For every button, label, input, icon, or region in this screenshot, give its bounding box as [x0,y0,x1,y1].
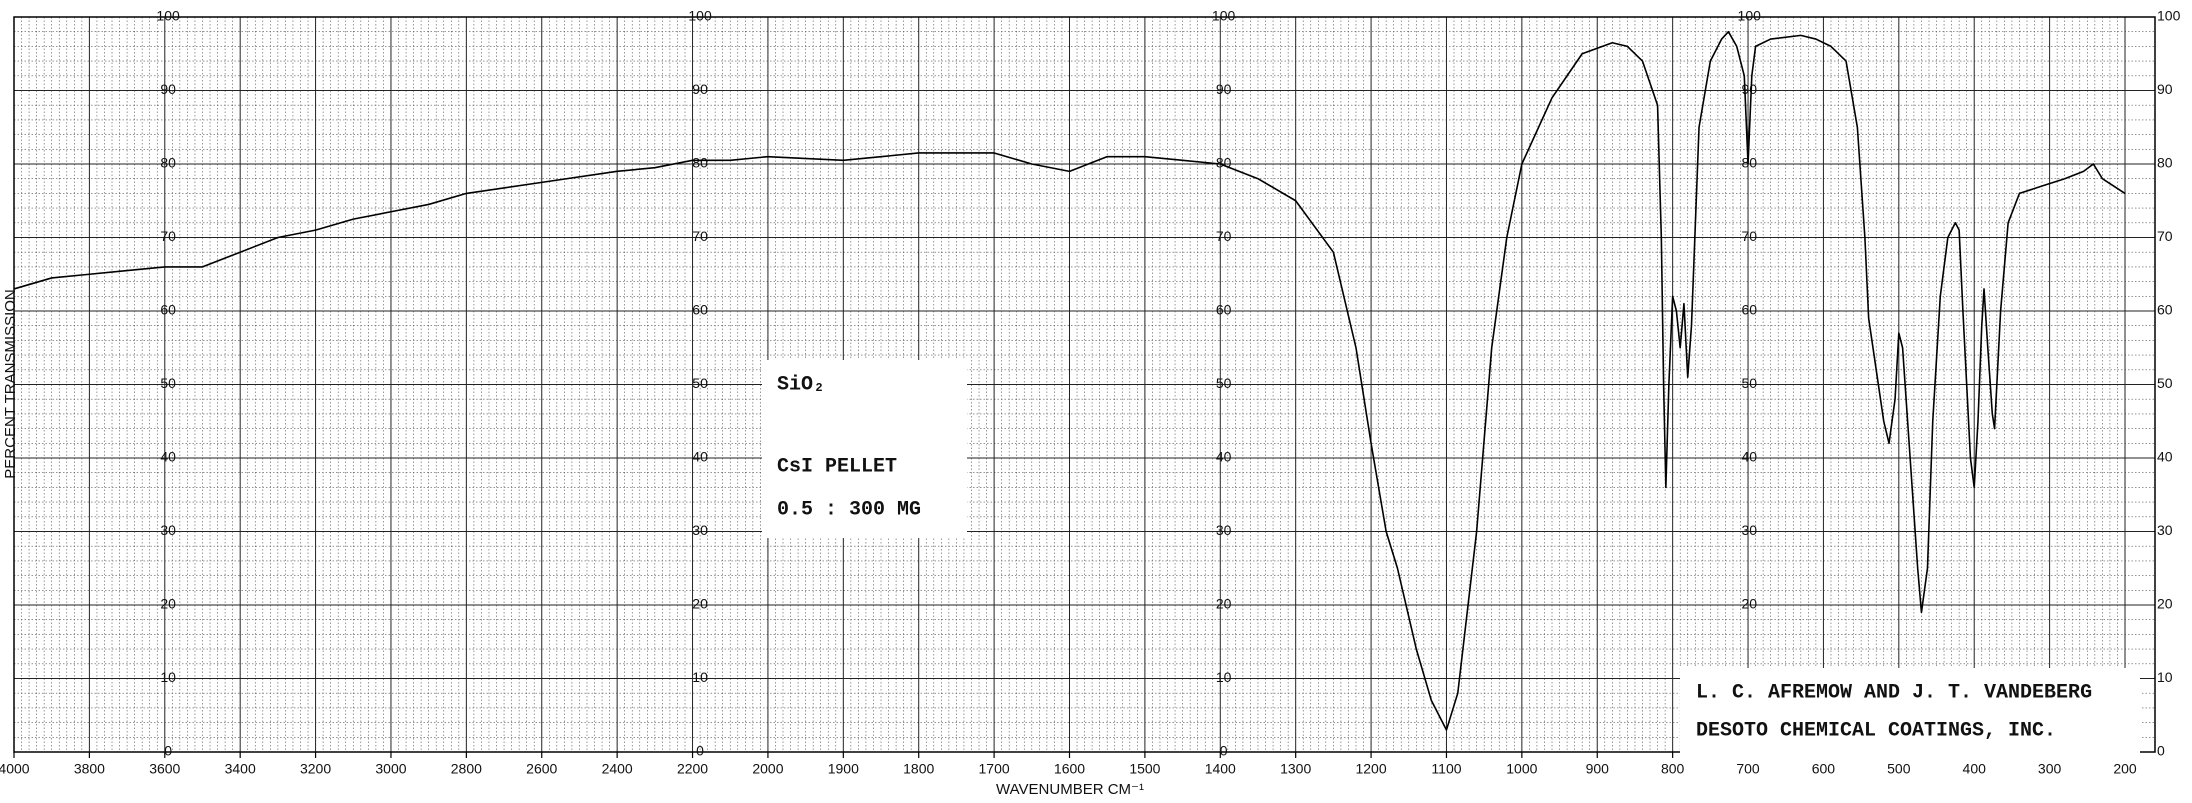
y-tick-label: 40 [1741,449,1757,465]
y-tick-label: 0 [164,743,172,759]
grid [13,16,2156,753]
x-axis-label: WAVENUMBER CM⁻¹ [996,781,1144,798]
x-tick-label: 1000 [1506,761,1537,777]
y-tick-label: 40 [692,449,708,465]
y-tick-label: 90 [160,81,176,97]
y-tick-label: 100 [1212,8,1236,24]
y-tick-label: 40 [1216,449,1232,465]
y-tick-label: 80 [1741,155,1757,171]
y-tick-label: 10 [2157,669,2173,685]
y-tick-label: 10 [692,669,708,685]
y-tick-label: 80 [160,155,176,171]
y-tick-label: 30 [1216,522,1232,538]
x-tick-label: 1900 [828,761,859,777]
y-tick-label: 50 [1741,375,1757,391]
y-tick-label: 60 [2157,302,2173,318]
x-tick-label: 2800 [451,761,482,777]
x-tick-label: 2000 [752,761,783,777]
credit-box [1680,668,2140,760]
x-tick-label: 3000 [375,761,406,777]
x-tick-label: 800 [1661,761,1685,777]
y-tick-label: 60 [692,302,708,318]
x-tick-label: 1500 [1129,761,1160,777]
y-axis-label: PERCENT TRANSMISSION [2,289,19,478]
y-tick-label: 60 [1741,302,1757,318]
x-tick-label: 1600 [1054,761,1085,777]
y-tick-label: 0 [1220,743,1228,759]
x-tick-label: 3600 [149,761,180,777]
y-tick-label: 20 [692,596,708,612]
x-tick-label: 3800 [74,761,105,777]
y-tick-label: 40 [2157,449,2173,465]
y-tick-label: 0 [696,743,704,759]
x-tick-label: 900 [1586,761,1610,777]
y-tick-label: 20 [1741,596,1757,612]
x-tick-label: 2400 [602,761,633,777]
y-tick-label: 70 [160,228,176,244]
ticks: 4000 3800 3600 3400 3200 3000 2800 2600 2400 2200… [0,8,2181,777]
x-tick-label: 1700 [979,761,1010,777]
y-tick-label: 90 [1216,81,1232,97]
y-tick-label: 60 [1216,302,1232,318]
spectrum-line [13,30,2126,731]
y-tick-label: 60 [160,302,176,318]
x-tick-label: 1800 [903,761,934,777]
y-tick-label: 90 [2157,81,2173,97]
y-tick-label: 80 [2157,155,2173,171]
y-tick-label: 50 [2157,375,2173,391]
x-tick-label: 1300 [1280,761,1311,777]
y-tick-label: 30 [160,522,176,538]
y-tick-label: 10 [160,669,176,685]
x-tick-label: 500 [1887,761,1911,777]
credit-line: DESOTO CHEMICAL COATINGS, INC. [1696,719,2056,742]
y-tick-label: 50 [1216,375,1232,391]
y-tick-label: 100 [1738,8,1762,24]
y-tick-label: 40 [160,449,176,465]
x-tick-label: 1400 [1205,761,1236,777]
x-tick-label: 1100 [1431,761,1461,777]
lines [13,30,2126,731]
x-tick-label: 3200 [300,761,331,777]
x-tick-label: 600 [1812,761,1836,777]
x-tick-label: 2600 [526,761,557,777]
x-tick-label: 4000 [0,761,30,777]
sample-line: CsI PELLET [777,455,897,478]
x-tick-label: 200 [2113,761,2137,777]
x-tick-label: 400 [1963,761,1987,777]
y-tick-label: 100 [2157,8,2181,24]
y-tick-label: 30 [692,522,708,538]
y-tick-label: 20 [1216,596,1232,612]
y-tick-label: 30 [1741,522,1757,538]
x-tick-label: 700 [1736,761,1760,777]
y-tick-label: 70 [1741,228,1757,244]
y-tick-label: 10 [1216,669,1232,685]
credit-line: L. C. AFREMOW AND J. T. VANDEBERG [1696,681,2092,704]
y-tick-label: 30 [2157,522,2173,538]
y-tick-label: 50 [692,375,708,391]
y-tick-label: 90 [692,81,708,97]
y-tick-label: 50 [160,375,176,391]
y-tick-label: 70 [692,228,708,244]
y-tick-label: 0 [2157,743,2165,759]
y-tick-label: 20 [160,596,176,612]
sample-line: 0.5 : 300 MG [777,498,921,521]
x-tick-label: 300 [2038,761,2062,777]
y-tick-label: 100 [688,8,712,24]
sample-box [762,360,967,538]
x-tick-label: 1200 [1355,761,1386,777]
y-tick-label: 70 [2157,228,2173,244]
x-tick-label: 2200 [677,761,708,777]
x-tick-label: 3400 [225,761,256,777]
y-tick-label: 80 [692,155,708,171]
y-tick-label: 70 [1216,228,1232,244]
sample-line: SiO₂ [777,373,825,396]
y-tick-label: 20 [2157,596,2173,612]
plot-frame [13,16,2156,753]
y-tick-label: 100 [156,8,180,24]
